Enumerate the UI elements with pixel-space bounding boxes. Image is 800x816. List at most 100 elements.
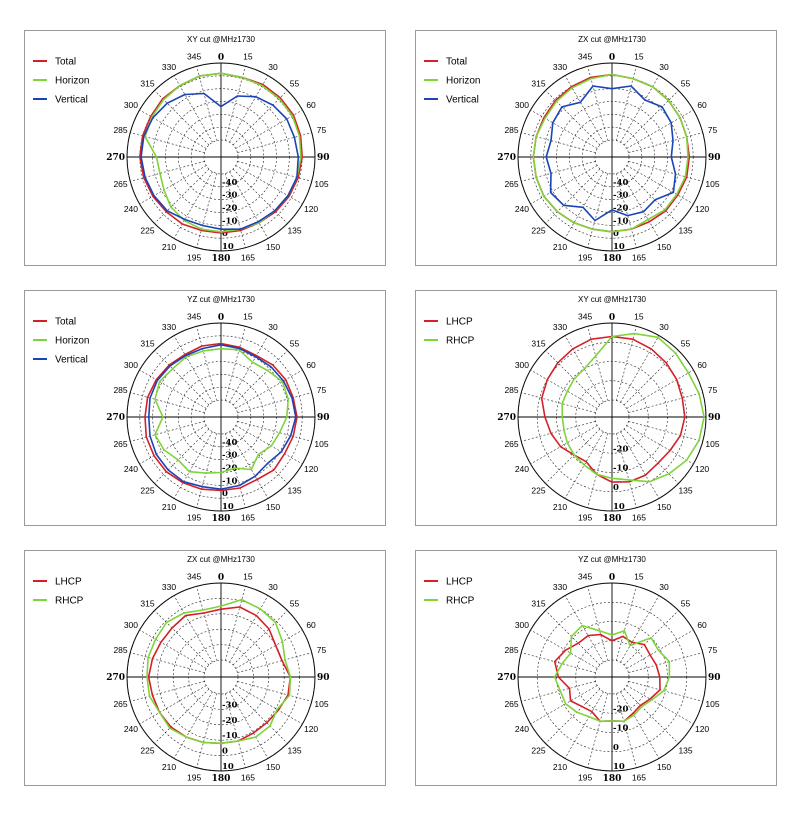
angle-tick-label: 240 [515, 724, 529, 734]
series-line-horizon [154, 347, 289, 474]
grid-spoke [154, 688, 210, 744]
grid-spoke [235, 369, 303, 409]
grid-spoke [587, 693, 608, 768]
angle-tick-label: 30 [268, 62, 278, 72]
grid-spoke [232, 350, 288, 406]
radial-tick-label: -40 [222, 178, 237, 188]
angle-tick-label: 75 [317, 125, 327, 135]
grid-spoke [225, 693, 246, 768]
radial-tick-label: -20 [613, 444, 628, 454]
angle-tick-label: 345 [187, 52, 201, 62]
grid-spoke [564, 691, 604, 759]
angle-tick-label: 180 [603, 514, 622, 524]
grid-spoke [620, 335, 660, 403]
angle-tick-label: 75 [708, 645, 718, 655]
grid-spoke [232, 610, 288, 666]
chart-title: XY cut @MHz1730 [187, 35, 256, 44]
grid-spoke [620, 595, 660, 663]
angle-tick-label: 120 [695, 464, 709, 474]
grid-spoke [237, 161, 312, 182]
angle-tick-label: 60 [306, 620, 316, 630]
angle-tick-label: 120 [304, 204, 318, 214]
angle-tick-label: 265 [504, 439, 518, 449]
angle-tick-label: 240 [515, 204, 529, 214]
radial-tick-label: -40 [222, 438, 237, 448]
grid-spoke [623, 688, 679, 744]
grid-spoke [628, 132, 703, 153]
grid-spoke [130, 392, 205, 413]
angle-tick-label: 225 [531, 746, 545, 756]
grid-spoke [225, 586, 246, 661]
grid-spoke [130, 652, 205, 673]
angle-tick-label: 180 [212, 254, 231, 264]
grid-spoke [564, 171, 604, 239]
grid-spoke [521, 652, 596, 673]
grid-spoke [545, 90, 601, 146]
angle-tick-label: 285 [113, 385, 127, 395]
angle-tick-label: 270 [497, 413, 516, 423]
angle-tick-label: 270 [106, 673, 125, 683]
radial-tick-label: -20 [222, 204, 237, 214]
angle-tick-label: 195 [187, 772, 201, 782]
grid-spoke [521, 681, 596, 702]
series-line-horizon [144, 72, 302, 233]
angle-tick-label: 90 [708, 153, 721, 163]
legend-label: Vertical [55, 95, 88, 106]
angle-tick-label: 345 [187, 572, 201, 582]
legend-label: LHCP [446, 317, 473, 328]
grid-spoke [623, 350, 679, 406]
legend-label: LHCP [446, 577, 473, 588]
angle-tick-label: 0 [218, 573, 224, 583]
radial-tick-label: -30 [222, 700, 237, 710]
angle-tick-label: 105 [705, 699, 719, 709]
angle-tick-label: 265 [504, 699, 518, 709]
grid-spoke [628, 681, 703, 702]
angle-tick-label: 210 [553, 762, 567, 772]
angle-tick-label: 105 [314, 699, 328, 709]
angle-tick-label: 210 [553, 242, 567, 252]
radial-tick-label: -10 [613, 464, 628, 474]
angle-tick-label: 0 [218, 313, 224, 323]
grid-spoke [232, 168, 288, 224]
grid-spoke [545, 610, 601, 666]
chart-title: YZ cut @MHz1730 [187, 295, 255, 304]
angle-tick-label: 300 [124, 620, 138, 630]
radial-tick-label: -20 [613, 204, 628, 214]
angle-tick-label: 330 [162, 62, 176, 72]
radial-tick-label: -20 [222, 464, 237, 474]
angle-tick-label: 315 [140, 78, 154, 88]
angle-tick-label: 195 [578, 772, 592, 782]
series-line-horizon [532, 73, 689, 233]
angle-tick-label: 270 [106, 413, 125, 423]
angle-tick-label: 135 [678, 226, 692, 236]
grid-spoke [173, 171, 213, 239]
angle-tick-label: 300 [515, 360, 529, 370]
polar-chart: ZX cut @MHz1730 0 15 30 55 60 75 90 105 120 135 150… [33, 555, 330, 784]
angle-tick-label: 165 [241, 252, 255, 262]
angle-tick-label: 315 [531, 338, 545, 348]
grid-spoke [587, 173, 608, 248]
angle-tick-label: 55 [290, 338, 300, 348]
series-line-lhcp [147, 606, 292, 745]
polar-chart: YZ cut @MHz1730 0 15 30 55 60 75 90 105 120 135 150… [424, 555, 721, 784]
angle-tick-label: 345 [578, 572, 592, 582]
angle-tick-label: 240 [124, 724, 138, 734]
grid-spoke [173, 431, 213, 499]
legend-label: Total [55, 57, 76, 68]
grid-spoke [620, 171, 660, 239]
radial-tick-label: -10 [222, 476, 237, 486]
angle-tick-label: 195 [578, 252, 592, 262]
angle-tick-label: 135 [678, 746, 692, 756]
radial-tick-label: -20 [613, 704, 628, 714]
angle-tick-label: 105 [314, 439, 328, 449]
radial-tick-label: -10 [613, 724, 628, 734]
radial-tick-label: -20 [222, 716, 237, 726]
angle-tick-label: 60 [306, 360, 316, 370]
grid-spoke [521, 421, 596, 442]
grid-spoke [530, 425, 598, 465]
angle-tick-label: 225 [531, 226, 545, 236]
grid-spoke [196, 173, 217, 248]
angle-tick-label: 315 [531, 78, 545, 88]
grid-spoke [139, 109, 207, 149]
legend-label: Horizon [446, 76, 480, 87]
